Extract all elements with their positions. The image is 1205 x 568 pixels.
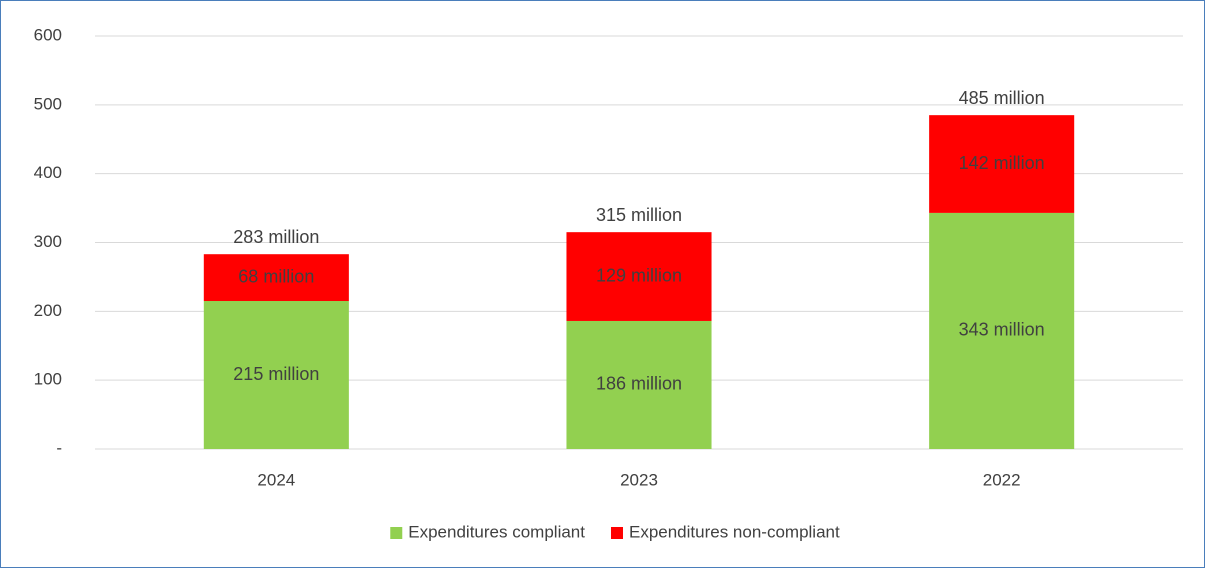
bar-total-label: 485 million	[959, 88, 1045, 108]
y-tick-label: -	[56, 438, 62, 457]
bar-value-label: 215 million	[233, 364, 319, 384]
y-tick-label: 200	[34, 301, 62, 320]
x-tick-label: 2023	[620, 470, 658, 489]
legend-swatch	[610, 527, 623, 539]
bar-total-label: 283 million	[233, 227, 319, 247]
bar-value-label: 68 million	[238, 266, 314, 286]
x-tick-label: 2024	[257, 470, 295, 489]
y-tick-label: 100	[34, 370, 62, 389]
y-tick-label: 300	[34, 232, 62, 251]
bar-segment	[566, 232, 712, 321]
bar-segment	[929, 115, 1075, 213]
legend-label: Expenditures compliant	[408, 522, 585, 541]
bar-segment	[929, 212, 1075, 449]
bar-value-label: 186 million	[596, 374, 682, 394]
bar-value-label: 142 million	[959, 153, 1045, 173]
y-tick-label: 400	[34, 163, 62, 182]
legend-label: Expenditures non-compliant	[629, 522, 840, 541]
bar-value-label: 129 million	[596, 265, 682, 285]
legend-swatch	[390, 527, 403, 539]
bar-segment	[203, 301, 349, 449]
y-tick-label: 500	[34, 94, 62, 113]
bar-value-label: 343 million	[959, 320, 1045, 340]
bar-segment	[566, 320, 712, 449]
x-tick-label: 2022	[983, 470, 1021, 489]
y-tick-label: 600	[34, 25, 62, 44]
bar-segment	[203, 254, 349, 302]
bar-total-label: 315 million	[596, 205, 682, 225]
